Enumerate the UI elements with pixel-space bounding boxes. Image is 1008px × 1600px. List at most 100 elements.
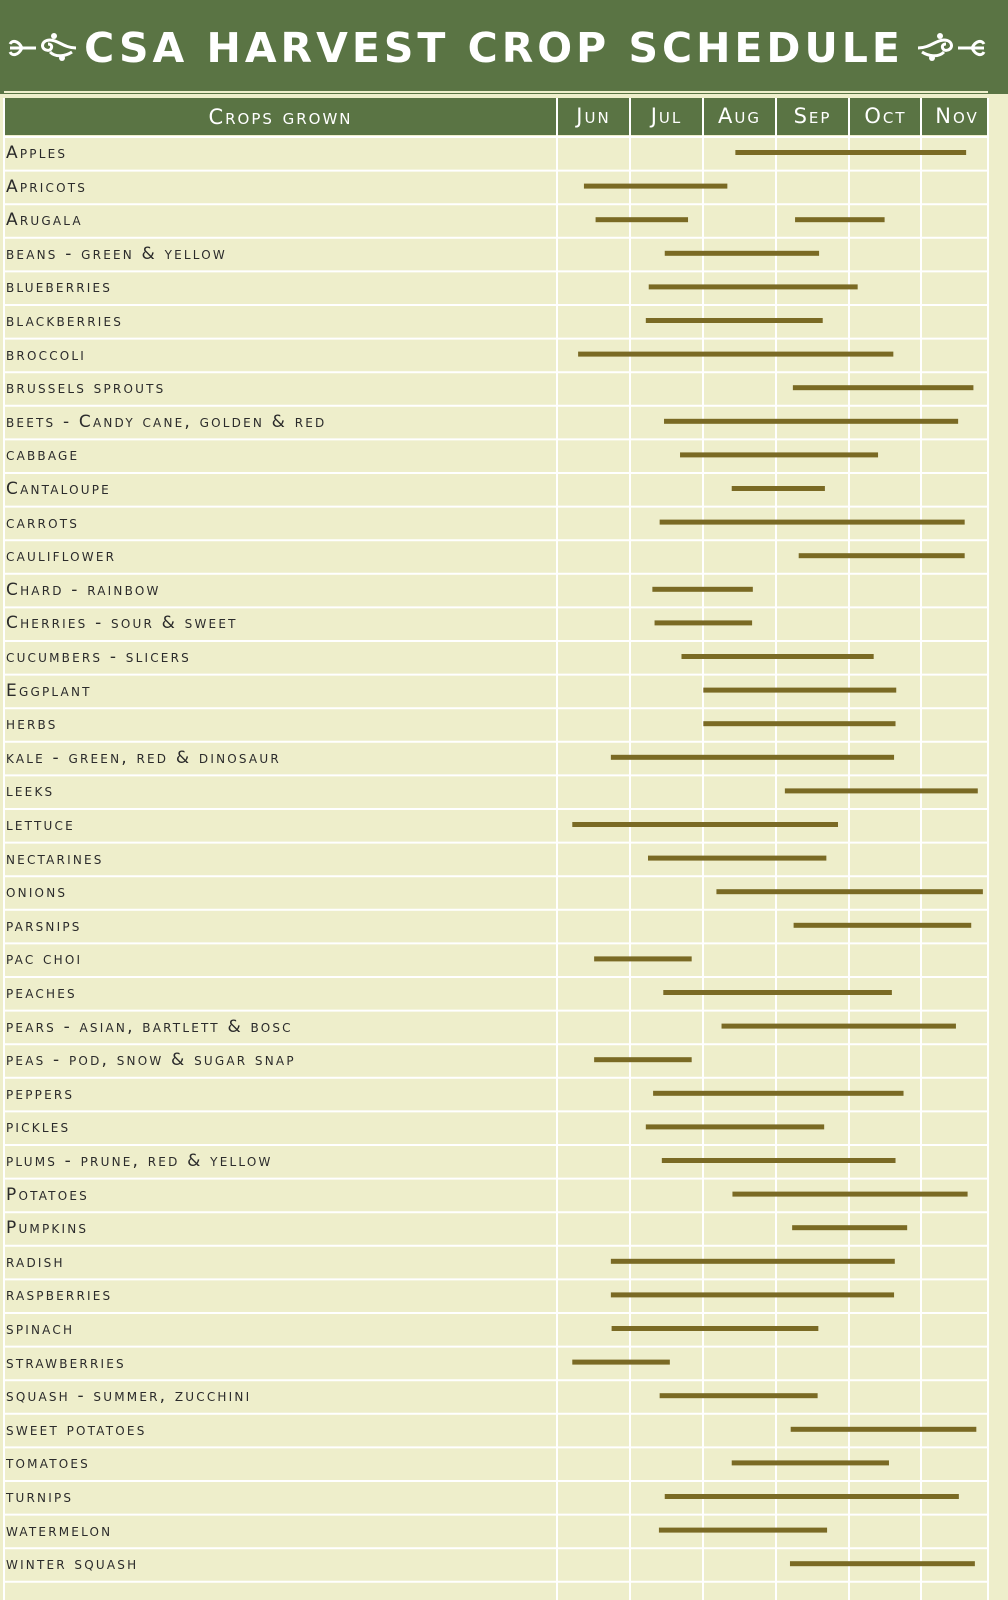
crop-label: Cherries - sour & sweet bbox=[6, 613, 238, 634]
crop-label: winter squash bbox=[6, 1554, 139, 1575]
crop-label: beets - Candy cane, golden & red bbox=[6, 411, 327, 432]
month-header-jun: Jun bbox=[576, 104, 611, 128]
harvest-bar bbox=[790, 1426, 977, 1432]
month-header-oct: Oct bbox=[864, 104, 907, 128]
harvest-bar bbox=[731, 486, 825, 491]
crop-label: Pumpkins bbox=[6, 1218, 89, 1239]
crop-label: squash - summer, zucchini bbox=[6, 1386, 252, 1407]
crop-label: cauliflower bbox=[6, 546, 117, 567]
harvest-bar bbox=[721, 1023, 956, 1029]
crop-label: blackberries bbox=[6, 311, 124, 331]
harvest-bar bbox=[681, 654, 874, 659]
crop-label: brussels sprouts bbox=[6, 378, 166, 399]
harvest-bar bbox=[792, 385, 974, 391]
crop-label: pac choi bbox=[6, 949, 83, 970]
harvest-bar bbox=[659, 519, 965, 525]
harvest-bar bbox=[664, 1494, 959, 1499]
harvest-bar bbox=[659, 1393, 818, 1399]
harvest-bar bbox=[578, 351, 894, 357]
harvest-bar bbox=[716, 889, 983, 895]
crop-label: onions bbox=[6, 882, 68, 903]
crop-label: sweet potatoes bbox=[6, 1419, 147, 1440]
crop-label: peaches bbox=[6, 983, 77, 1003]
floral-flourish-icon bbox=[8, 33, 77, 61]
harvest-bar bbox=[653, 1090, 904, 1096]
month-header-sep: Sep bbox=[793, 104, 832, 128]
crop-label: blueberries bbox=[6, 277, 113, 298]
title-divider bbox=[4, 91, 988, 93]
crop-label: nectarines bbox=[6, 848, 104, 869]
harvest-bar bbox=[654, 620, 753, 626]
crop-label: broccoli bbox=[6, 344, 87, 365]
page-title: CSA HARVEST CROP SCHEDULE bbox=[84, 24, 904, 72]
crop-label: Arugala bbox=[6, 210, 83, 231]
crop-label: strawberries bbox=[6, 1352, 126, 1373]
crop-label: pickles bbox=[6, 1117, 71, 1138]
crop-label: parsnips bbox=[6, 915, 82, 936]
harvest-bar bbox=[595, 217, 689, 223]
crop-label: raspberries bbox=[6, 1285, 113, 1306]
harvest-bar bbox=[664, 250, 820, 256]
harvest-bar bbox=[594, 956, 692, 962]
crop-label: cabbage bbox=[6, 445, 80, 466]
harvest-bar bbox=[583, 183, 728, 189]
harvest-bar bbox=[663, 990, 892, 995]
crop-label: carrots bbox=[6, 512, 80, 533]
harvest-bar bbox=[572, 1359, 670, 1365]
crop-label: cucumbers - slicers bbox=[6, 647, 191, 667]
harvest-bar bbox=[652, 586, 753, 592]
harvest-bar bbox=[664, 418, 959, 424]
floral-flourish-icon bbox=[917, 33, 986, 61]
harvest-bar bbox=[731, 1460, 889, 1466]
harvest-bar bbox=[594, 1057, 692, 1063]
harvest-bar bbox=[610, 1258, 895, 1264]
harvest-bar bbox=[784, 788, 978, 794]
month-header-jul: Jul bbox=[650, 104, 683, 128]
crop-label: tomatoes bbox=[6, 1453, 90, 1474]
header-row: Crops grown Jun Jul Aug Sep Oct Nov bbox=[4, 98, 988, 135]
month-header-aug: Aug bbox=[718, 104, 761, 128]
harvest-bar bbox=[795, 217, 885, 223]
crop-label: leeks bbox=[6, 781, 55, 802]
harvest-bar bbox=[789, 1561, 975, 1567]
crop-label: radish bbox=[6, 1251, 65, 1272]
harvest-bar bbox=[645, 1124, 825, 1130]
harvest-bar bbox=[610, 754, 895, 760]
title-band: CSA HARVEST CROP SCHEDULE bbox=[0, 0, 1008, 94]
harvest-bar bbox=[703, 721, 896, 727]
crop-label: Apples bbox=[6, 143, 68, 163]
harvest-bar bbox=[658, 1527, 828, 1533]
crop-label: Chard - rainbow bbox=[6, 579, 161, 600]
crop-label: lettuce bbox=[6, 815, 75, 835]
harvest-bar bbox=[793, 922, 972, 928]
harvest-bar bbox=[735, 150, 967, 155]
harvest-bar bbox=[572, 822, 839, 827]
crop-label: peas - pod, snow & sugar snap bbox=[6, 1050, 296, 1071]
crop-label: beans - green & yellow bbox=[6, 243, 227, 264]
crop-label: peppers bbox=[6, 1083, 75, 1104]
crop-label: spinach bbox=[6, 1319, 75, 1339]
crop-label: Cantaloupe bbox=[6, 479, 111, 499]
month-header-nov: Nov bbox=[935, 104, 979, 128]
crop-label: pears - asian, bartlett & bosc bbox=[6, 1016, 293, 1037]
crops-column-header: Crops grown bbox=[208, 105, 353, 129]
crop-label: Apricots bbox=[6, 176, 88, 197]
crop-label: plums - prune, red & yellow bbox=[6, 1151, 273, 1171]
crop-label: turnips bbox=[6, 1487, 74, 1507]
harvest-bar bbox=[648, 855, 827, 861]
crop-label: kale - green, red & dinosaur bbox=[6, 747, 281, 768]
harvest-bar bbox=[610, 1292, 895, 1298]
crop-label: Eggplant bbox=[6, 680, 92, 701]
harvest-bar bbox=[703, 687, 897, 693]
harvest-bar bbox=[732, 1191, 968, 1197]
harvest-bar bbox=[611, 1326, 819, 1331]
harvest-bar bbox=[645, 318, 823, 323]
crop-label: watermelon bbox=[6, 1520, 113, 1541]
harvest-bar bbox=[680, 452, 879, 458]
harvest-bar bbox=[661, 1158, 896, 1163]
harvest-bar bbox=[648, 284, 858, 290]
harvest-bar bbox=[792, 1225, 908, 1231]
crop-label: Potatoes bbox=[6, 1184, 89, 1205]
crop-label: herbs bbox=[6, 714, 58, 735]
